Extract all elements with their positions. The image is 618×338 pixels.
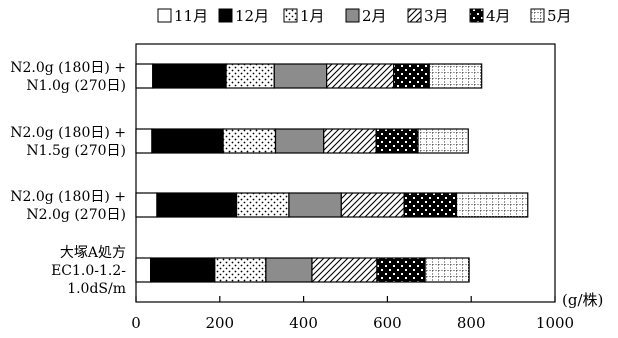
bar-segment-4-2	[150, 257, 216, 283]
x-tick-label-400: 400	[289, 314, 318, 332]
category-label-1-line-2: N1.0g (270日)	[26, 78, 126, 94]
legend-swatch-6	[469, 8, 484, 23]
legend-label-6: 4月	[486, 7, 511, 25]
bar-segment-3-5	[340, 192, 405, 218]
legend-label-1: 11月	[174, 7, 208, 25]
bar-segment-3-6	[403, 192, 458, 218]
bar-segment-1-5	[326, 63, 395, 89]
x-tick-label-1000: 1000	[536, 314, 574, 332]
bar-segment-1-6	[393, 63, 430, 89]
bar-segment-1-3	[225, 63, 275, 89]
bar-segment-4-3	[214, 257, 267, 283]
legend-swatch-2	[218, 8, 233, 23]
category-label-4-line-3: 1.0dS/m	[67, 281, 126, 297]
bar-segment-3-2	[156, 192, 238, 218]
bar-segment-2-5	[323, 128, 377, 154]
legend-label-3: 1月	[300, 7, 325, 25]
bar-segment-1-4	[273, 63, 328, 89]
bar-segment-3-3	[235, 192, 290, 218]
bar-segment-2-2	[151, 128, 224, 154]
x-tick-label-200: 200	[205, 314, 234, 332]
category-label-2-line-2: N1.5g (270日)	[26, 143, 126, 159]
plot-frame	[135, 43, 556, 303]
category-label-4-line-2: EC1.0-1.2-	[51, 263, 126, 279]
category-label-1-line-1: N2.0g (180日) +	[10, 60, 126, 76]
bar-segment-2-7	[417, 128, 469, 154]
x-tick-label-0: 0	[131, 314, 141, 332]
bar-segment-2-4	[274, 128, 325, 154]
legend-swatch-5	[407, 8, 422, 23]
x-tick-label-600: 600	[373, 314, 402, 332]
bar-segment-4-6	[376, 257, 426, 283]
bars-group	[135, 63, 529, 283]
legend-swatch-3	[283, 8, 298, 23]
legend-swatch-7	[530, 8, 545, 23]
bar-segment-3-4	[288, 192, 342, 218]
bar-segment-3-1	[135, 192, 158, 218]
bar-segment-2-6	[375, 128, 419, 154]
category-labels: N2.0g (180日) + N1.0g (270日) N2.0g (180日) +…	[10, 60, 126, 297]
category-label-3-line-2: N2.0g (270日)	[26, 207, 126, 223]
legend-swatch-4	[345, 8, 360, 23]
x-tick-label-800: 800	[457, 314, 486, 332]
bar-segment-4-7	[424, 257, 470, 283]
x-axis-unit-label: (g/株)	[562, 291, 603, 309]
bar-segment-1-2	[152, 63, 227, 89]
bar-segment-2-1	[135, 128, 153, 154]
legend-label-4: 2月	[362, 7, 387, 25]
legend-label-5: 3月	[424, 7, 449, 25]
bar-segment-4-1	[135, 257, 152, 283]
category-label-3-line-1: N2.0g (180日) +	[10, 189, 126, 205]
bar-segment-1-7	[428, 63, 483, 89]
bar-segment-4-4	[265, 257, 313, 283]
legend: 11月 12月 1月 2月 3月 4月 5月	[157, 7, 572, 25]
x-axis: 0 200 400 600 800 1000 (g/株)	[131, 291, 603, 332]
bar-segment-1-1	[135, 63, 154, 89]
category-label-4-line-1: 大塚A処方	[60, 245, 126, 261]
category-label-2-line-1: N2.0g (180日) +	[10, 125, 126, 141]
legend-swatch-1	[157, 8, 172, 23]
legend-label-2: 12月	[235, 7, 269, 25]
legend-label-7: 5月	[547, 7, 572, 25]
bar-segment-4-5	[311, 257, 378, 283]
bar-segment-2-3	[222, 128, 277, 154]
bar-segment-3-7	[455, 192, 529, 218]
